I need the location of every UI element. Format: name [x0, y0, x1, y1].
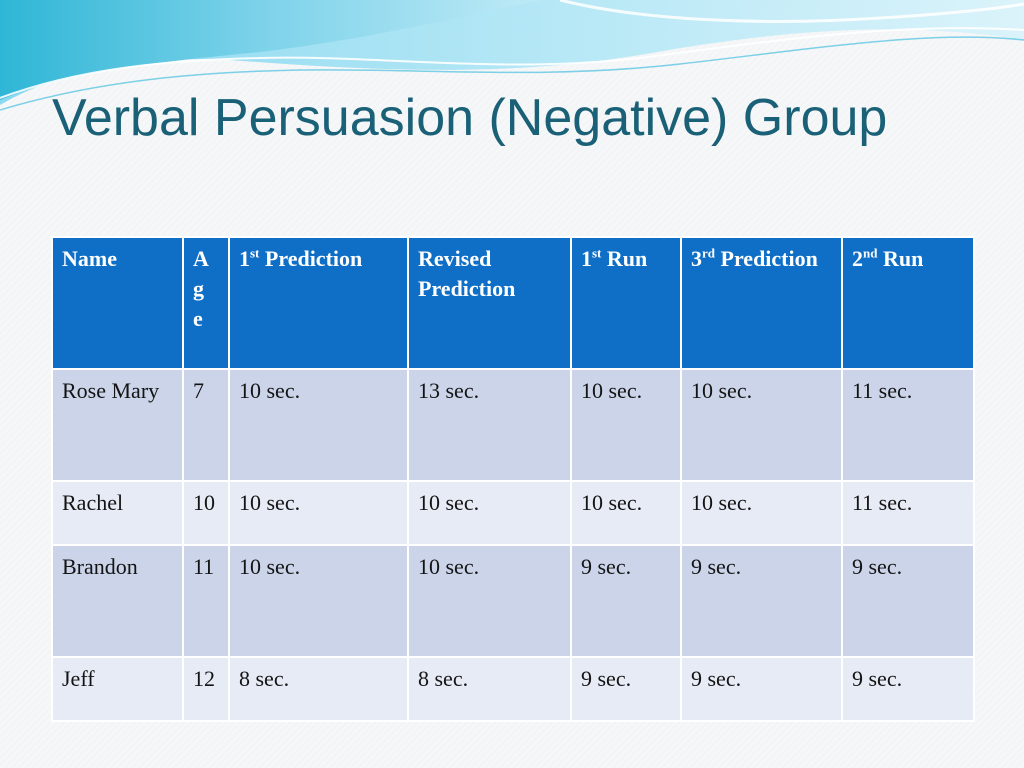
header-first-run: 1st Run — [570, 236, 682, 370]
cell-second-run: 11 sec. — [841, 480, 975, 546]
cell-first-run: 10 sec. — [570, 368, 682, 482]
cell-first-run: 9 sec. — [570, 544, 682, 658]
header-name: Name — [51, 236, 184, 370]
cell-revised-prediction: 8 sec. — [407, 656, 572, 722]
cell-first-prediction: 8 sec. — [228, 656, 409, 722]
cell-first-prediction: 10 sec. — [228, 544, 409, 658]
cell-first-run: 9 sec. — [570, 656, 682, 722]
table-header-row: Name A g e 1st Prediction Revised Predic… — [51, 236, 975, 370]
cell-second-run: 9 sec. — [841, 656, 975, 722]
cell-third-prediction: 10 sec. — [680, 368, 843, 482]
header-revised-prediction: Revised Prediction — [407, 236, 572, 370]
cell-name: Rose Mary — [51, 368, 184, 482]
cell-age: 7 — [182, 368, 230, 482]
header-first-prediction: 1st Prediction — [228, 236, 409, 370]
cell-first-prediction: 10 sec. — [228, 480, 409, 546]
cell-third-prediction: 9 sec. — [680, 544, 843, 658]
table-row: Jeff 12 8 sec. 8 sec. 9 sec. 9 sec. 9 se… — [51, 656, 975, 722]
cell-third-prediction: 9 sec. — [680, 656, 843, 722]
cell-revised-prediction: 13 sec. — [407, 368, 572, 482]
cell-second-run: 11 sec. — [841, 368, 975, 482]
slide-title: Verbal Persuasion (Negative) Group — [52, 89, 888, 147]
wave-decoration — [0, 0, 1024, 111]
cell-name: Jeff — [51, 656, 184, 722]
cell-name: Brandon — [51, 544, 184, 658]
cell-revised-prediction: 10 sec. — [407, 480, 572, 546]
cell-second-run: 9 sec. — [841, 544, 975, 658]
cell-age: 10 — [182, 480, 230, 546]
cell-name: Rachel — [51, 480, 184, 546]
table-row: Brandon 11 10 sec. 10 sec. 9 sec. 9 sec.… — [51, 544, 975, 658]
cell-age: 11 — [182, 544, 230, 658]
cell-first-prediction: 10 sec. — [228, 368, 409, 482]
cell-age: 12 — [182, 656, 230, 722]
table-row: Rachel 10 10 sec. 10 sec. 10 sec. 10 sec… — [51, 480, 975, 546]
cell-first-run: 10 sec. — [570, 480, 682, 546]
cell-third-prediction: 10 sec. — [680, 480, 843, 546]
header-age: A g e — [182, 236, 230, 370]
results-table: Name A g e 1st Prediction Revised Predic… — [51, 236, 975, 722]
header-third-prediction: 3rd Prediction — [680, 236, 843, 370]
table-row: Rose Mary 7 10 sec. 13 sec. 10 sec. 10 s… — [51, 368, 975, 482]
header-second-run: 2nd Run — [841, 236, 975, 370]
header-age-text: A g e — [193, 246, 208, 331]
cell-revised-prediction: 10 sec. — [407, 544, 572, 658]
